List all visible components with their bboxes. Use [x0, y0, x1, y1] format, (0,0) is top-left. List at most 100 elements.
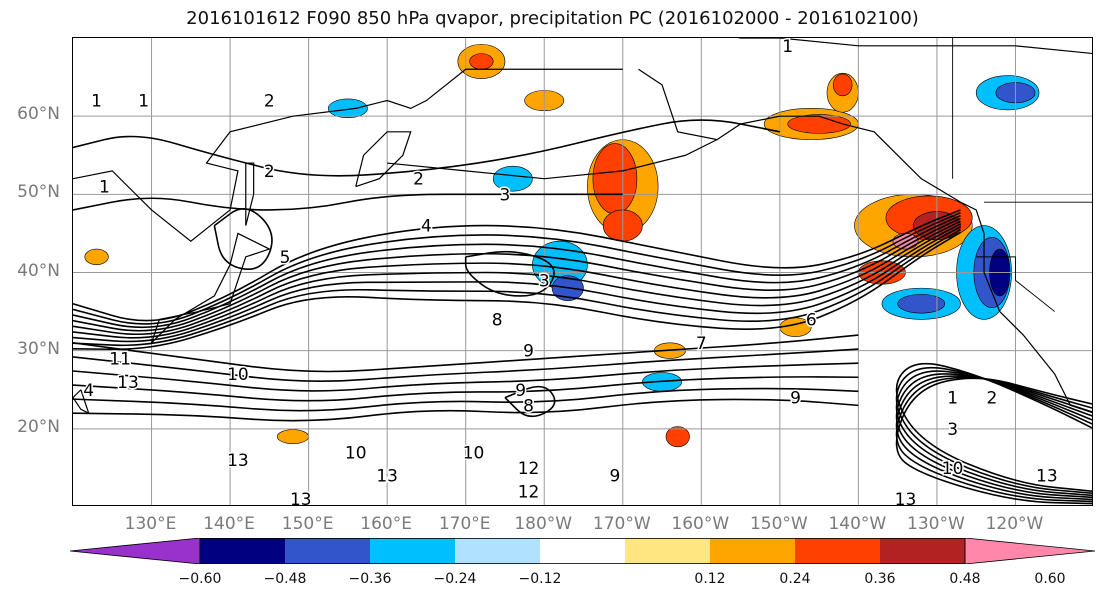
qvapor-contour-line — [73, 228, 961, 347]
contour-label: 2 — [986, 389, 997, 409]
colorbar-tick-label: 0.60 — [1034, 571, 1066, 587]
contour-label: 13 — [1036, 467, 1058, 487]
map-title: 2016101612 F090 850 hPa qvapor, precipit… — [186, 8, 919, 29]
longitude-tick-label: 180°W — [514, 514, 573, 534]
colorbar-tick-label: −0.24 — [433, 571, 477, 587]
colorbar-bin — [455, 538, 540, 564]
longitude-tick-label: 120°W — [985, 514, 1044, 534]
coastline — [245, 162, 255, 226]
longitude-tick-label: 130°E — [124, 514, 177, 534]
contour-label: 1 — [99, 178, 110, 198]
colorbar-tick-label: 0.48 — [949, 571, 981, 587]
qvapor-contour-line — [73, 376, 859, 402]
colorbar-tick-label: 0.36 — [864, 571, 896, 587]
qvapor-contour-line — [464, 250, 555, 297]
colorbar-bin — [710, 538, 795, 564]
qvapor-contour-line — [73, 362, 859, 392]
coastlines — [73, 38, 1092, 415]
contour-label: 2 — [264, 162, 275, 182]
qvapor-contour-line — [73, 223, 961, 339]
contour-label: 2 — [264, 92, 275, 112]
precip-area — [492, 165, 533, 192]
contour-label: 4 — [83, 381, 94, 401]
precipitation-colorbar — [70, 538, 1095, 564]
longitude-tick-label: 170°E — [438, 514, 491, 534]
precip-area — [469, 53, 494, 70]
colorbar-bin — [880, 538, 965, 564]
qvapor-contour-line — [73, 119, 781, 177]
contour-label: 13 — [895, 490, 917, 506]
latitude-tick-label: 20°N — [17, 416, 60, 437]
contour-label: 5 — [280, 248, 291, 268]
colorbar-bin — [540, 538, 625, 564]
longitude-tick-label: 160°E — [360, 514, 412, 534]
colorbar-bin — [795, 538, 880, 564]
qvapor-contour-line — [895, 373, 1092, 499]
qvapor-contour-line — [213, 208, 273, 271]
longitude-tick-label: 170°W — [592, 514, 651, 534]
coastline — [73, 389, 90, 415]
longitude-tick-label: 140°E — [203, 514, 255, 534]
colorbar-tick-label: −0.48 — [263, 571, 307, 587]
coastline — [387, 139, 718, 180]
contour-label: 8 — [492, 310, 503, 330]
longitude-tick-label: 130°W — [907, 514, 965, 534]
precip-area — [832, 73, 853, 97]
contour-label: 13 — [290, 490, 312, 506]
qvapor-contour-line — [895, 362, 1092, 492]
qvapor-contour-line — [73, 220, 961, 336]
precip-area — [84, 248, 109, 265]
contour-label: 13 — [227, 451, 249, 471]
contour-label: 13 — [376, 467, 398, 487]
contour-label: 3 — [947, 420, 958, 440]
contour-label: 6 — [806, 310, 817, 330]
qvapor-contour-line — [73, 398, 859, 422]
qvapor-contour-line — [73, 214, 961, 329]
colorbar-bin — [370, 538, 455, 564]
contour-label: 2 — [413, 170, 424, 190]
precip-area — [787, 114, 851, 134]
contour-label: 1 — [947, 389, 958, 409]
colorbar-bin — [200, 538, 285, 564]
qvapor-contour-line — [895, 377, 1092, 505]
qvapor-contour-line — [73, 348, 859, 382]
contour-label: 10 — [227, 365, 249, 385]
longitude-tick-label: 150°W — [749, 514, 808, 534]
colorbar-tick-label: 0.24 — [779, 571, 811, 587]
contour-label: 9 — [790, 389, 801, 409]
qvapor-contour-line — [73, 387, 859, 412]
contour-label: 1 — [138, 92, 149, 112]
qvapor-contour-line — [895, 370, 1092, 497]
colorbar-tick-label: −0.36 — [348, 571, 392, 587]
colorbar-tick-label: −0.60 — [178, 571, 222, 587]
qvapor-contour-line — [73, 193, 623, 211]
precip-area — [897, 294, 946, 314]
qvapor-contour-line — [895, 376, 1092, 503]
latitude-tick-label: 60°N — [17, 104, 60, 125]
colorbar-tick-label: −0.12 — [518, 571, 562, 587]
qvapor-contour-line — [73, 209, 961, 322]
latitude-tick-label: 50°N — [17, 182, 60, 203]
colorbar-tick-label: 0.12 — [694, 571, 726, 587]
contour-label: 1 — [782, 38, 793, 57]
coastline — [355, 131, 412, 188]
contour-label: 9 — [610, 467, 621, 487]
latitude-tick-label: 40°N — [17, 260, 60, 281]
colorbar-extend-min — [70, 538, 201, 564]
contour-label: 3 — [500, 185, 511, 205]
contour-label: 11 — [109, 349, 131, 369]
political-border — [976, 256, 1056, 312]
colorbar-extend-max — [964, 538, 1095, 564]
coastline — [737, 38, 1092, 55]
precip-layer — [84, 43, 1040, 448]
qvapor-contour-line — [895, 366, 1092, 495]
contour-label: 12 — [518, 459, 540, 479]
qvapor-contour-line — [73, 334, 859, 373]
longitude-tick-label: 160°W — [671, 514, 730, 534]
contour-label: 10 — [942, 459, 964, 479]
contour-label: 3 — [539, 271, 550, 291]
precip-area — [327, 98, 368, 119]
colorbar-bin — [285, 538, 370, 564]
